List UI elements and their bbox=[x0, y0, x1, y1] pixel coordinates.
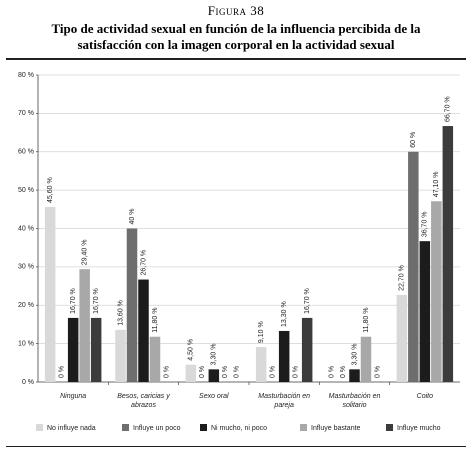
legend-label: No influye nada bbox=[47, 425, 96, 432]
y-tick-label: 0 % bbox=[22, 379, 34, 386]
bar bbox=[208, 369, 220, 382]
x-tick-label: Ninguna bbox=[60, 393, 87, 400]
value-label: 16,70 % bbox=[93, 288, 100, 314]
y-tick-label: 30 % bbox=[18, 264, 34, 271]
value-label: 0 % bbox=[59, 366, 66, 378]
legend-swatch bbox=[300, 424, 307, 431]
value-label: 11,80 % bbox=[363, 308, 370, 333]
y-tick-label: 60 % bbox=[18, 149, 34, 156]
value-label: 11,80 % bbox=[152, 308, 159, 333]
value-label: 22,70 % bbox=[399, 265, 406, 291]
bar bbox=[79, 269, 90, 382]
y-tick-label: 50 % bbox=[18, 187, 34, 194]
x-tick-label: Masturbación en pareja bbox=[258, 393, 311, 409]
y-tick-label: 10 % bbox=[18, 340, 34, 347]
legend-swatch bbox=[36, 424, 43, 431]
value-label: 29,40 % bbox=[82, 239, 89, 265]
bar bbox=[301, 317, 313, 382]
bar bbox=[431, 201, 442, 382]
bar bbox=[115, 329, 126, 382]
figure-label: Figura 38 bbox=[207, 3, 265, 18]
legend-label: Influye bastante bbox=[311, 425, 361, 432]
value-label: 0 % bbox=[234, 366, 241, 378]
value-label: 60 % bbox=[410, 132, 417, 148]
value-label: 0 % bbox=[340, 366, 347, 378]
legend-label: Influye un poco bbox=[133, 425, 181, 432]
legend-label: Influye mucho bbox=[397, 425, 441, 432]
x-tick-label: Sexo oral bbox=[199, 393, 229, 400]
x-tick-label: Coito bbox=[416, 393, 433, 400]
value-label: 4,50 % bbox=[188, 339, 195, 361]
value-label: 26,70 % bbox=[140, 250, 147, 276]
value-label: 0 % bbox=[199, 366, 206, 378]
chart-title: Tipo de actividad sexual en función de l… bbox=[51, 21, 421, 52]
value-label: 16,70 % bbox=[70, 288, 77, 314]
value-label: 45,60 % bbox=[47, 177, 54, 203]
legend-label: Ni mucho, ni poco bbox=[211, 425, 267, 432]
y-tick-label: 80 % bbox=[18, 72, 34, 79]
legend-swatch bbox=[386, 424, 393, 431]
bar bbox=[90, 317, 102, 382]
value-label: 3,30 % bbox=[211, 344, 218, 366]
legend-swatch bbox=[200, 424, 207, 431]
value-label: 36,70 % bbox=[422, 211, 429, 237]
value-label: 13,60 % bbox=[117, 300, 124, 326]
y-tick-label: 40 % bbox=[18, 225, 34, 232]
bar bbox=[67, 317, 79, 382]
value-label: 0 % bbox=[222, 366, 229, 378]
bar bbox=[419, 241, 431, 382]
bar bbox=[396, 294, 408, 382]
value-label: 66,70 % bbox=[445, 96, 452, 122]
bar bbox=[278, 330, 290, 382]
bar bbox=[138, 279, 149, 382]
value-label: 0 % bbox=[163, 366, 170, 378]
value-label: 40 % bbox=[129, 209, 136, 225]
value-label: 3,30 % bbox=[351, 344, 358, 366]
bar bbox=[126, 228, 138, 382]
value-label: 0 % bbox=[328, 366, 335, 378]
x-tick-label: Masturbación en solitario bbox=[328, 393, 381, 409]
y-tick-label: 20 % bbox=[18, 302, 34, 309]
bar bbox=[149, 336, 161, 382]
bar bbox=[349, 369, 360, 382]
value-label: 0 % bbox=[374, 366, 381, 378]
value-label: 0 % bbox=[270, 366, 277, 378]
value-label: 9,10 % bbox=[258, 321, 265, 343]
bar bbox=[442, 126, 454, 382]
bottom-rule bbox=[6, 446, 466, 447]
value-label: 47,10 % bbox=[433, 172, 440, 198]
bar bbox=[408, 151, 419, 382]
value-label: 13,30 % bbox=[281, 301, 288, 327]
bar bbox=[360, 336, 372, 382]
top-rule bbox=[6, 58, 466, 60]
y-tick-label: 70 % bbox=[18, 110, 34, 117]
value-label: 0 % bbox=[293, 366, 300, 378]
bar bbox=[255, 347, 267, 382]
x-tick-label: Besos, caricias y abrazos bbox=[117, 393, 170, 409]
bar bbox=[44, 207, 56, 382]
value-label: 16,70 % bbox=[304, 288, 311, 314]
bar bbox=[185, 364, 197, 382]
legend-swatch bbox=[122, 424, 129, 431]
